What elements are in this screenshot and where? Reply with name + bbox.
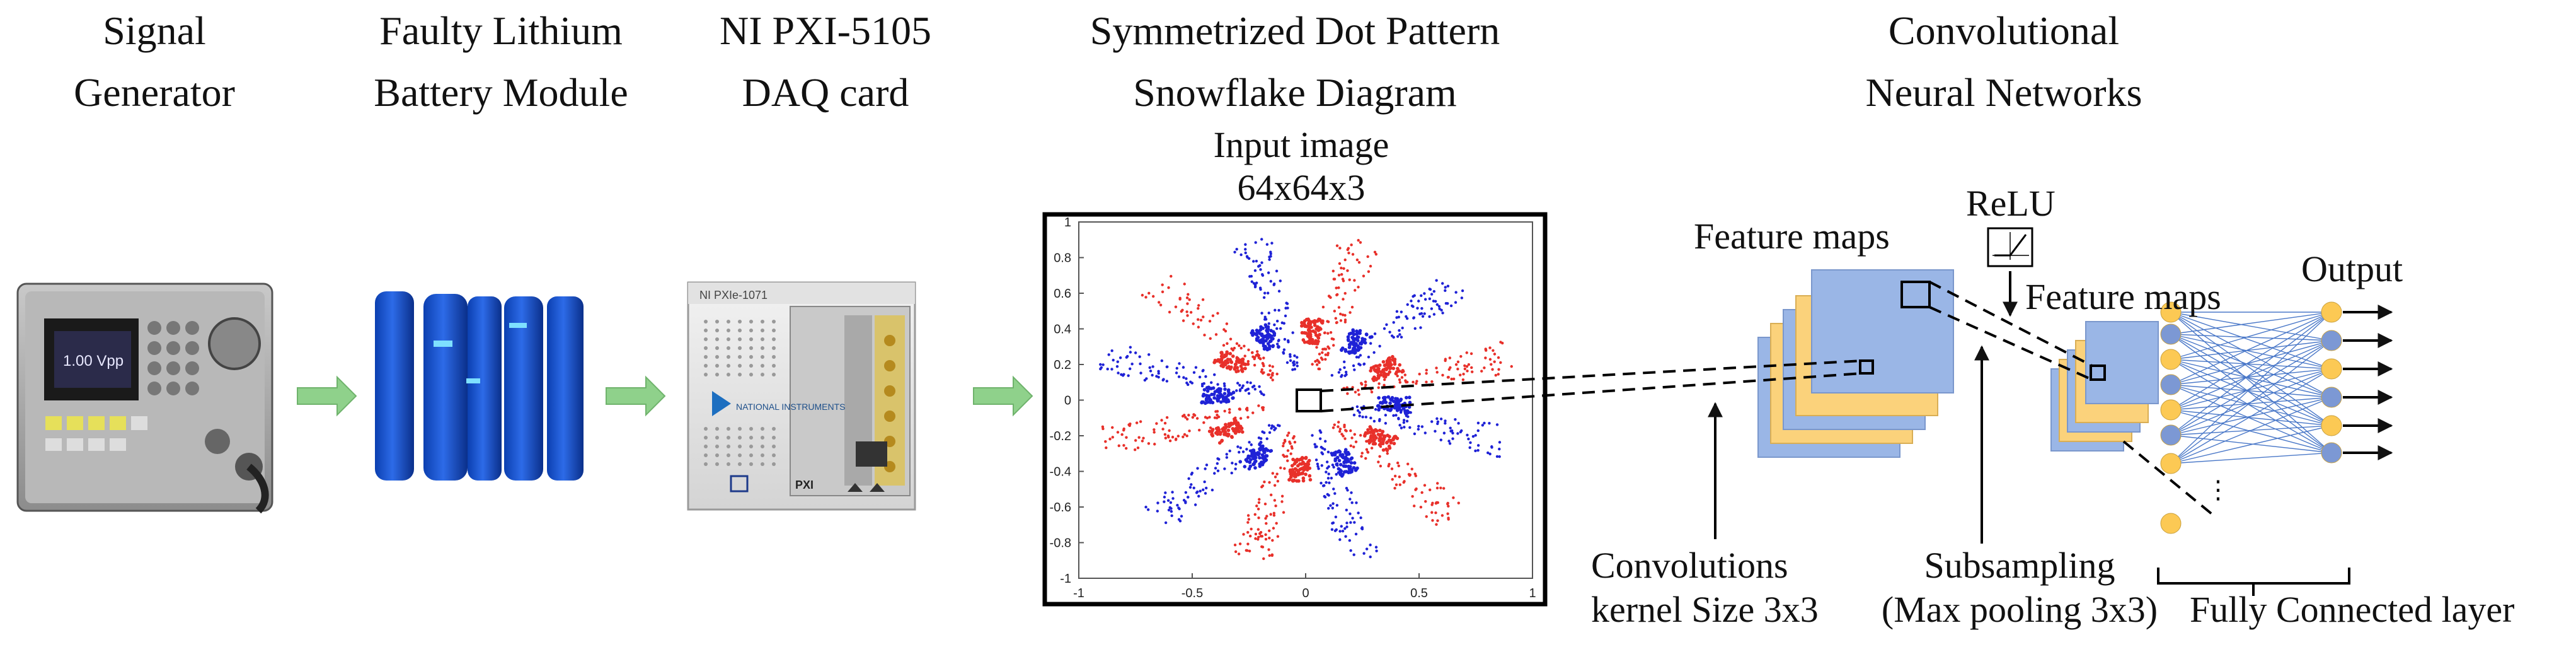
y-tick-label: -0.4 (1050, 465, 1071, 479)
output-label: Output (2301, 248, 2403, 289)
generator-display-text: 1.00 Vpp (63, 353, 124, 370)
x-tick-label: 0 (1302, 586, 1309, 600)
pool-window-box (1900, 281, 1931, 308)
sample-window-box (1296, 388, 1322, 412)
y-tick-label: 0.8 (1054, 252, 1071, 265)
y-tick-label: 0.4 (1054, 323, 1071, 337)
y-tick-label: 1 (1064, 216, 1071, 230)
stage-title-battery-module: Faulty Lithium Battery Module (374, 8, 628, 115)
fully-connected-network: ⋮ (2157, 301, 2393, 596)
x-axis-ticks: -1 -0.5 0 0.5 1 (1073, 573, 1536, 600)
daq-badge-text: PXI (795, 479, 814, 491)
generator-function-keys (45, 416, 147, 451)
snowflake-dots (1099, 238, 1513, 561)
y-tick-label: 0 (1064, 394, 1071, 408)
stage-title-signal-generator: Signal Generator (74, 8, 235, 115)
y-tick-label: 0.2 (1054, 358, 1071, 372)
snowflake-plot: -1 -0.5 0 0.5 1 1 0.8 0.6 0.4 0.2 0 -0.2 -0.4 -0.6 -0… (1042, 212, 1548, 607)
y-tick-label: -0.8 (1050, 537, 1071, 551)
x-tick-label: -1 (1073, 586, 1084, 600)
y-axis-ticks: 1 0.8 0.6 0.4 0.2 0 -0.2 -0.4 -0.6 -0.8 -1 (1050, 216, 1084, 586)
daq-maker-text: NATIONAL INSTRUMENTS (736, 402, 845, 412)
battery-module-image (375, 291, 584, 481)
kernel-box-2 (2090, 364, 2106, 381)
generator-knob (208, 317, 261, 370)
feature-maps-stack-2 (2050, 321, 2159, 452)
signal-generator-image: 1.00 Vpp (16, 283, 273, 514)
fc-nodes (2160, 301, 2393, 534)
stage-title-cnn: Convolutional Neural Networks (1865, 8, 2142, 115)
y-tick-label: -0.6 (1050, 501, 1071, 515)
stage-title-snowflake: Symmetrized Dot Pattern Snowflake Diagram (1090, 8, 1500, 115)
relu-label: ReLU (1966, 183, 2056, 224)
relu-icon (1987, 227, 2033, 317)
daq-vent-holes (704, 320, 776, 466)
y-tick-label: 0.6 (1054, 287, 1071, 301)
fc-edges (2170, 312, 2332, 464)
pointer-arrows (1708, 345, 1989, 544)
green-arrows (297, 375, 1033, 417)
kernel-box-1 (1859, 359, 1874, 375)
flow-arrow-3 (973, 375, 1033, 417)
x-tick-label: 1 (1529, 586, 1536, 600)
dashed-connectors (1320, 281, 2213, 515)
flow-arrow-1 (297, 375, 357, 417)
feature-maps-label-2: Feature maps (2025, 276, 2221, 317)
x-tick-label: -0.5 (1182, 586, 1203, 600)
y-tick-label: -0.2 (1050, 429, 1071, 443)
x-tick-label: 0.5 (1410, 586, 1428, 600)
plot-frame (1042, 212, 1548, 607)
feature-maps-label-1: Feature maps (1694, 216, 1890, 257)
y-tick-label: -1 (1060, 572, 1071, 586)
subsampling-label: Subsampling (Max pooling 3x3) (1881, 545, 2158, 630)
fully-connected-label: Fully Connected layer (2190, 589, 2515, 630)
flow-arrow-2 (606, 375, 666, 417)
feature-maps-stack-1 (1757, 269, 1954, 458)
ellipsis-dots: ⋮ (2205, 476, 2231, 504)
input-image-label: Input image 64x64x3 (1213, 124, 1389, 208)
daq-brand-text: NI PXIe-1071 (699, 289, 768, 301)
stage-title-daq-card: NI PXI-5105 DAQ card (720, 8, 931, 115)
fc-bracket (2157, 568, 2350, 596)
daq-chassis-image: NI PXIe-1071 NATIONAL INSTRUMENTS PXI (687, 281, 916, 511)
generator-keypad (147, 321, 199, 395)
convolutions-label: Convolutions kernel Size 3x3 (1591, 545, 1819, 630)
